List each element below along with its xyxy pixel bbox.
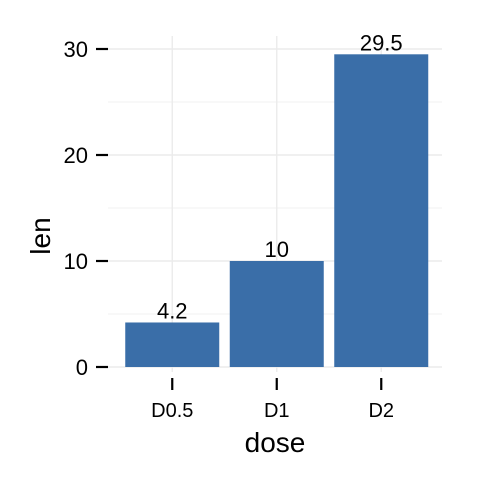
- y-axis-title: len: [25, 217, 56, 254]
- x-tick-label: D1: [264, 400, 290, 422]
- bar-D2: [334, 54, 429, 368]
- y-tick-label: 0: [76, 355, 88, 380]
- data-label-layer: 4.2 10 29.5: [157, 30, 403, 323]
- bar-D0.5: [125, 322, 220, 367]
- bar-layer: [125, 54, 429, 368]
- axis-layer: 0 10 20 30 D0.5 D1 D2: [64, 37, 395, 422]
- y-tick-label: 30: [64, 37, 88, 62]
- x-tick-label: D0.5: [151, 400, 193, 422]
- x-tick-label: D2: [368, 400, 394, 422]
- data-label-D0.5: 4.2: [157, 298, 188, 323]
- bar-D1: [229, 261, 324, 367]
- data-label-D1: 10: [265, 237, 289, 262]
- y-tick-label: 10: [64, 249, 88, 274]
- y-tick-label: 20: [64, 143, 88, 168]
- x-axis-title: dose: [245, 427, 306, 458]
- data-label-D2: 29.5: [360, 30, 403, 55]
